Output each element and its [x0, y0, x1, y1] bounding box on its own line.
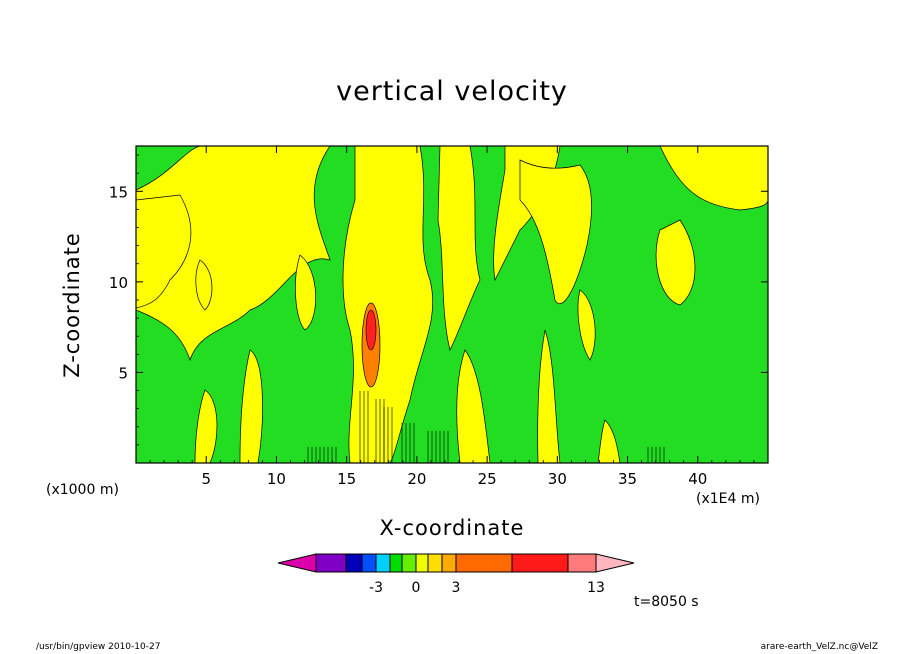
colorbar-box — [361, 553, 377, 573]
contour-line — [439, 431, 442, 463]
axes: 5 10 15 20 25 30 35 40 5 10 15 — [109, 146, 768, 488]
contour-field — [136, 146, 768, 463]
x-tick-label: 10 — [267, 470, 286, 488]
updraft-region — [195, 259, 213, 311]
contour-line — [659, 447, 662, 463]
updraft-region — [194, 389, 218, 463]
updraft-region — [519, 159, 592, 305]
x-tick-label: 20 — [407, 470, 426, 488]
updraft-region — [537, 329, 561, 463]
colorbar-box — [511, 553, 569, 573]
contour-line — [363, 391, 366, 463]
contour-line — [331, 447, 334, 463]
x-tick-label: 40 — [688, 470, 707, 488]
colorbar-box — [375, 553, 391, 573]
plot-frame — [135, 145, 769, 464]
colorbar-box — [567, 553, 597, 573]
contour-line — [655, 447, 658, 463]
colorbar-box — [315, 553, 347, 573]
contour-line — [335, 447, 338, 463]
contour-line — [387, 407, 390, 463]
contour-line — [401, 423, 404, 463]
contour-line — [379, 399, 382, 463]
x-tick-label: 15 — [337, 470, 356, 488]
updraft-region — [655, 219, 696, 306]
contour-line — [647, 447, 650, 463]
colorbar-box — [427, 553, 443, 573]
contour-line — [327, 447, 330, 463]
updraft-region — [456, 349, 491, 463]
contour-line — [413, 423, 416, 463]
colorbar-box — [415, 553, 429, 573]
colorbar-tick-label: 0 — [412, 580, 421, 596]
updraft-region — [577, 289, 596, 361]
contour-line — [375, 399, 378, 463]
contour-line — [443, 431, 446, 463]
contour-line — [431, 431, 434, 463]
chart-title: vertical velocity — [336, 76, 568, 107]
colorbar-box — [345, 553, 363, 573]
updraft-region — [295, 254, 316, 331]
contour-line — [409, 423, 412, 463]
contour-line — [651, 447, 654, 463]
contour-line — [383, 407, 386, 463]
y-tick-label: 5 — [118, 364, 128, 382]
contour-line — [405, 423, 408, 463]
contour-line — [319, 447, 322, 463]
footer-program: /usr/bin/gpview 2010-10-27 — [36, 642, 161, 652]
contour-line — [311, 447, 314, 463]
x-tick-label: 35 — [618, 470, 637, 488]
y-tick-label: 15 — [109, 183, 128, 201]
time-label: t=8050 s — [634, 594, 699, 610]
updraft-region — [342, 146, 434, 463]
y-tick-label: 10 — [109, 274, 128, 292]
x-scale-note: (x1000 m) — [46, 482, 119, 498]
x-tick-label: 30 — [548, 470, 567, 488]
contour-line — [447, 431, 450, 463]
colorbar-box — [389, 553, 403, 573]
colorbar-low-arrow — [277, 553, 317, 573]
colorbar-box — [401, 553, 417, 573]
x-axis-label: X-coordinate — [379, 516, 525, 540]
contour-line — [359, 391, 362, 463]
updraft-region — [597, 419, 621, 463]
x-tick-label: 5 — [201, 470, 211, 488]
contour-line — [367, 391, 370, 463]
colorbar-box — [455, 553, 513, 573]
contour-line — [323, 447, 326, 463]
colorbar-tick-label: -3 — [369, 580, 383, 596]
contour-line — [315, 447, 318, 463]
updraft-region — [136, 194, 192, 309]
updraft-region — [437, 146, 481, 352]
contour-line — [663, 447, 666, 463]
colorbar: -3 0 3 13 — [277, 553, 635, 596]
x-tick-label: 25 — [478, 470, 497, 488]
updraft-region — [239, 349, 263, 463]
x-unit-note: (x1E4 m) — [696, 491, 760, 507]
contour-line — [427, 431, 430, 463]
colorbar-tick-label: 3 — [452, 580, 461, 596]
updraft-region — [600, 146, 768, 211]
footer-file: arare-earth_VelZ.nc@VelZ — [760, 642, 878, 652]
colorbar-high-arrow — [595, 553, 635, 573]
colorbar-tick-label: 13 — [587, 580, 605, 596]
colorbar-box — [441, 553, 457, 573]
y-axis-label: Z-coordinate — [60, 232, 84, 378]
contour-line — [307, 447, 310, 463]
strong-updraft — [365, 309, 377, 351]
contour-line — [391, 407, 394, 463]
contour-line — [435, 431, 438, 463]
